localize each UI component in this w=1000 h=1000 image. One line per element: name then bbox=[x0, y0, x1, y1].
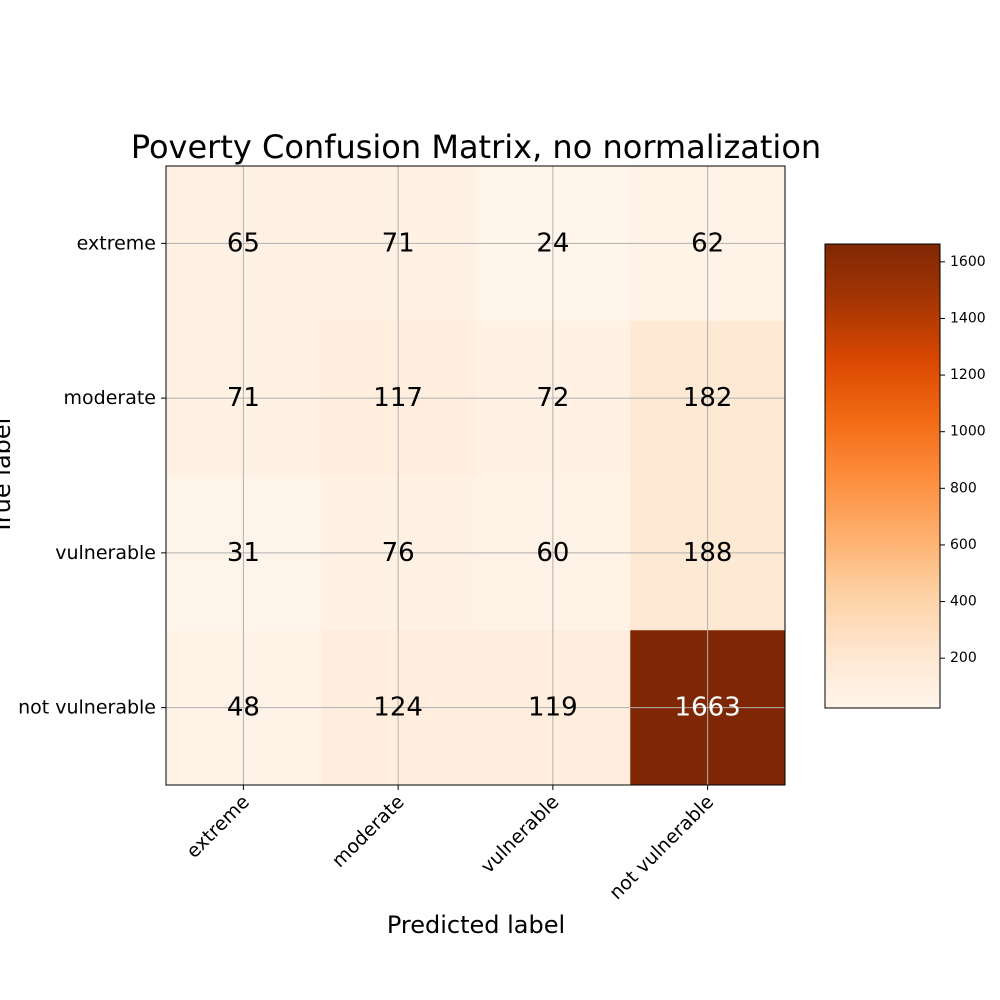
colorbar-tick-label: 1600 bbox=[950, 254, 986, 270]
cell-value-label: 71 bbox=[227, 383, 260, 413]
cell-value-label: 188 bbox=[683, 538, 733, 568]
cell-value-label: 117 bbox=[373, 383, 423, 413]
colorbar-tick-label: 1000 bbox=[950, 424, 986, 440]
cell-value-label: 182 bbox=[683, 383, 733, 413]
cell-value-label: 72 bbox=[536, 383, 569, 413]
y-tick-label: not vulnerable bbox=[18, 697, 156, 719]
x-tick-label: not vulnerable bbox=[605, 791, 718, 904]
x-tick-label: extreme bbox=[182, 791, 254, 863]
colorbar-tick-label: 800 bbox=[950, 480, 977, 496]
cell-value-label: 124 bbox=[373, 693, 423, 723]
cell-value-label: 71 bbox=[382, 228, 415, 258]
cell-value-label: 1663 bbox=[675, 693, 741, 723]
chart-title: Poverty Confusion Matrix, no normalizati… bbox=[131, 128, 821, 166]
y-tick-label: vulnerable bbox=[55, 542, 156, 564]
y-axis-label: True label bbox=[0, 418, 16, 536]
colorbar-tick-label: 1400 bbox=[950, 310, 986, 326]
cell-value-label: 48 bbox=[227, 693, 260, 723]
y-tick-label: moderate bbox=[64, 387, 156, 409]
cell-value-label: 31 bbox=[227, 538, 260, 568]
cell-value-label: 76 bbox=[382, 538, 415, 568]
x-tick-label: moderate bbox=[328, 791, 409, 872]
plot-frame bbox=[165, 165, 786, 786]
cell-value-label: 65 bbox=[227, 228, 260, 258]
y-tick-label: extreme bbox=[77, 232, 156, 254]
colorbar-tick-label: 600 bbox=[950, 537, 977, 553]
cell-value-label: 60 bbox=[536, 538, 569, 568]
colorbar-tick-label: 1200 bbox=[950, 367, 986, 383]
cell-value-label: 24 bbox=[536, 228, 569, 258]
x-axis-label: Predicted label bbox=[387, 911, 565, 939]
colorbar-tick-label: 200 bbox=[950, 650, 977, 666]
colorbar-tick-label: 400 bbox=[950, 594, 977, 610]
cell-value-label: 62 bbox=[691, 228, 724, 258]
x-tick-label: vulnerable bbox=[477, 791, 564, 878]
cell-value-label: 119 bbox=[528, 693, 578, 723]
colorbar bbox=[824, 243, 941, 709]
